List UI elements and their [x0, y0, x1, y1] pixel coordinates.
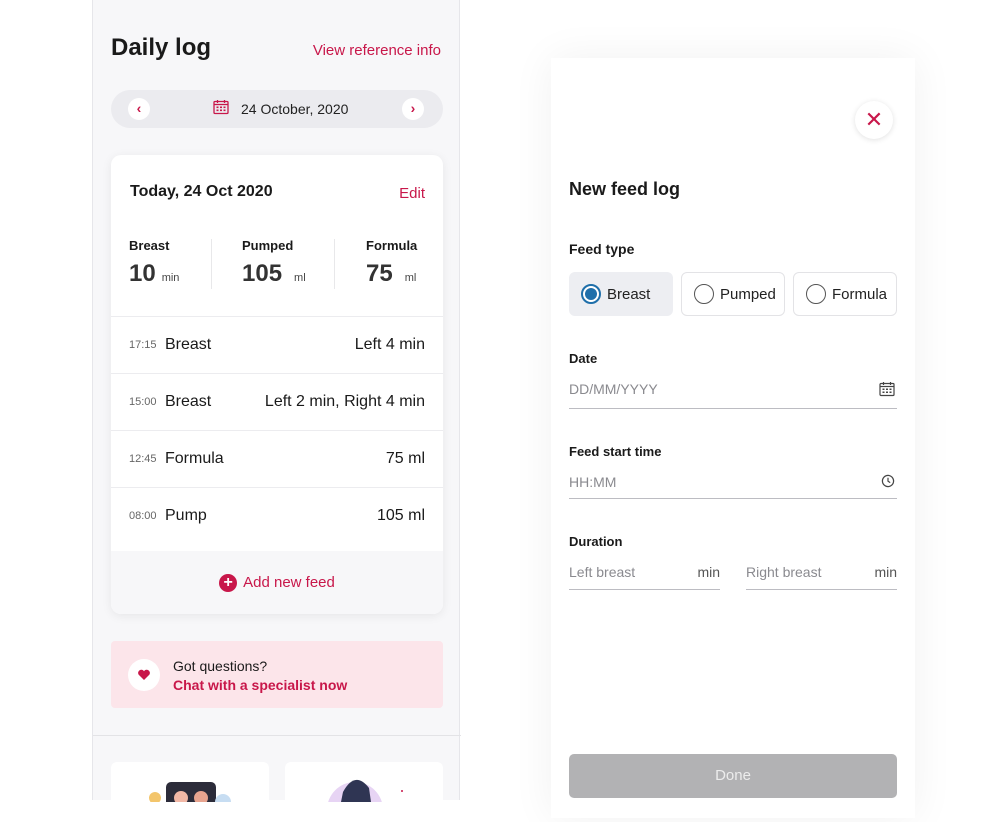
feed-amount: 75 ml: [385, 450, 425, 467]
feed-amount: Left 2 min, Right 4 min: [264, 393, 425, 410]
feed-type: Pump: [165, 507, 207, 524]
feed-type: Breast: [165, 393, 212, 410]
option-label: Pumped: [720, 285, 776, 303]
calendar-icon[interactable]: [879, 381, 895, 402]
feed-time: 12:45: [129, 453, 157, 465]
heart-chat-icon: [128, 659, 160, 691]
previous-day-button[interactable]: ‹: [128, 98, 150, 120]
close-icon[interactable]: ✕: [855, 101, 893, 139]
done-button[interactable]: Done: [569, 754, 897, 798]
right-breast-placeholder: Right breast: [746, 564, 822, 580]
feed-type-label: Feed type: [569, 241, 635, 257]
date-navigator: ‹ 24 October, 2020 ›: [111, 90, 443, 128]
duration-unit: min: [874, 564, 897, 580]
specialist-illustration: [327, 779, 403, 822]
duration-unit: min: [697, 564, 720, 580]
current-date[interactable]: 24 October, 2020: [213, 99, 348, 118]
edit-button[interactable]: Edit: [399, 185, 425, 202]
feed-type-option-breast[interactable]: Breast: [569, 272, 673, 316]
feed-type: Breast: [165, 336, 212, 353]
next-day-button[interactable]: ›: [402, 98, 424, 120]
feed-type-option-formula[interactable]: Formula: [793, 272, 897, 316]
stat-breast: Breast 10 min: [129, 238, 179, 288]
page-title: Daily log: [111, 34, 212, 61]
option-label: Formula: [832, 285, 888, 303]
calendar-icon: [213, 99, 229, 118]
chat-specialist-banner[interactable]: Got questions? Chat with a specialist no…: [111, 641, 443, 708]
time-field[interactable]: HH:MM: [569, 474, 897, 499]
radio-unselected-icon: [694, 284, 714, 304]
stat-divider: [334, 239, 335, 289]
stat-unit: min: [161, 272, 180, 284]
feed-amount: Left 4 min: [354, 336, 425, 353]
stat-formula: Formula 75 ml: [366, 238, 417, 288]
left-breast-placeholder: Left breast: [569, 564, 636, 580]
daily-log-screen: Daily log View reference info ‹ 24 Octob…: [92, 0, 461, 822]
stat-unit: ml: [294, 272, 306, 284]
feed-start-time-label: Feed start time: [569, 444, 662, 459]
view-reference-link[interactable]: View reference info: [312, 42, 441, 59]
summary-title: Today, 24 Oct 2020: [130, 183, 273, 200]
stat-label: Breast: [129, 238, 170, 253]
feed-entry[interactable]: 08:00 Pump 105 ml: [111, 487, 443, 544]
clock-icon[interactable]: [881, 474, 895, 493]
stat-label: Pumped: [242, 238, 294, 253]
promo-card[interactable]: [285, 762, 443, 822]
feed-entry[interactable]: 15:00 Breast Left 2 min, Right 4 min: [111, 373, 443, 430]
duration-label: Duration: [569, 534, 623, 549]
date-field[interactable]: DD/MM/YYYY: [569, 381, 897, 409]
plus-icon: +: [219, 573, 238, 592]
left-breast-field[interactable]: Left breast min: [569, 564, 720, 590]
radio-selected-icon: [581, 284, 601, 304]
feed-time: 15:00: [129, 396, 157, 408]
feed-amount: 105 ml: [376, 507, 425, 524]
stat-value: 10: [129, 260, 156, 287]
modal-title: New feed log: [569, 179, 681, 199]
family-illustration: [149, 782, 231, 812]
new-feed-log-modal: ✕ New feed log Feed type Breast Pumped F…: [551, 58, 915, 818]
stat-label: Formula: [366, 238, 418, 253]
divider: [93, 735, 461, 736]
feed-type-option-pumped[interactable]: Pumped: [681, 272, 785, 316]
date-label: Date: [569, 351, 598, 366]
chat-link[interactable]: Chat with a specialist now: [173, 677, 348, 693]
add-new-feed-button[interactable]: + Add new feed: [111, 551, 443, 614]
feed-time: 08:00: [129, 510, 157, 522]
time-placeholder: HH:MM: [569, 474, 617, 490]
feed-time: 17:15: [129, 339, 157, 351]
right-breast-field[interactable]: Right breast min: [746, 564, 897, 590]
daily-summary-card: Today, 24 Oct 2020 Edit Breast 10 min Pu…: [111, 155, 443, 614]
date-placeholder: DD/MM/YYYY: [569, 381, 658, 397]
add-feed-label: Add new feed: [243, 574, 335, 591]
stat-value: 75: [366, 260, 393, 287]
feed-type: Formula: [165, 450, 224, 467]
radio-unselected-icon: [806, 284, 826, 304]
option-label: Breast: [607, 285, 651, 303]
stat-unit: ml: [404, 272, 417, 284]
feed-entry[interactable]: 17:15 Breast Left 4 min: [111, 316, 443, 373]
chat-question: Got questions?: [173, 658, 268, 674]
promo-card[interactable]: [111, 762, 269, 822]
stat-value: 105: [242, 260, 283, 287]
date-label: 24 October, 2020: [241, 100, 349, 117]
feed-entry[interactable]: 12:45 Formula 75 ml: [111, 430, 443, 487]
stat-pumped: Pumped 105 ml: [242, 238, 306, 288]
stat-divider: [211, 239, 212, 289]
